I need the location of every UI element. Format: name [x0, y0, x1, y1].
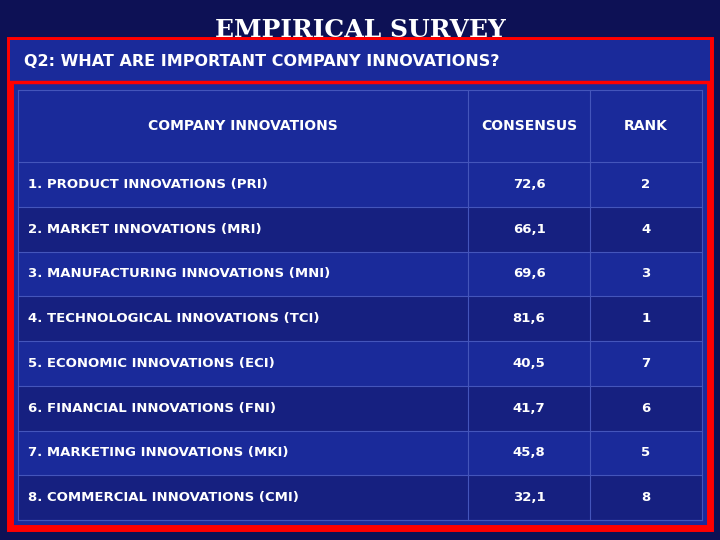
- Bar: [18, 207, 702, 252]
- Text: 7: 7: [642, 357, 651, 370]
- Text: 5. ECONOMIC INNOVATIONS (ECI): 5. ECONOMIC INNOVATIONS (ECI): [28, 357, 275, 370]
- Bar: [10, 40, 710, 82]
- Text: 4: 4: [642, 222, 651, 235]
- Text: 1. PRODUCT INNOVATIONS (PRI): 1. PRODUCT INNOVATIONS (PRI): [28, 178, 268, 191]
- Bar: [18, 386, 702, 430]
- Text: EMPIRICAL SURVEY: EMPIRICAL SURVEY: [215, 18, 505, 42]
- Text: 1: 1: [642, 312, 651, 325]
- Text: 5: 5: [642, 447, 651, 460]
- Text: Q2: WHAT ARE IMPORTANT COMPANY INNOVATIONS?: Q2: WHAT ARE IMPORTANT COMPANY INNOVATIO…: [24, 53, 500, 69]
- Text: 8: 8: [642, 491, 651, 504]
- Text: RANK: RANK: [624, 119, 668, 133]
- Text: 2: 2: [642, 178, 651, 191]
- Text: 7. MARKETING INNOVATIONS (MKI): 7. MARKETING INNOVATIONS (MKI): [28, 447, 289, 460]
- Text: 45,8: 45,8: [513, 447, 545, 460]
- Text: 32,1: 32,1: [513, 491, 545, 504]
- Bar: [18, 430, 702, 475]
- Bar: [18, 296, 702, 341]
- Text: 8. COMMERCIAL INNOVATIONS (CMI): 8. COMMERCIAL INNOVATIONS (CMI): [28, 491, 299, 504]
- Bar: [18, 252, 702, 296]
- Text: 2. MARKET INNOVATIONS (MRI): 2. MARKET INNOVATIONS (MRI): [28, 222, 261, 235]
- Text: 3. MANUFACTURING INNOVATIONS (MNI): 3. MANUFACTURING INNOVATIONS (MNI): [28, 267, 330, 280]
- Text: 6. FINANCIAL INNOVATIONS (FNI): 6. FINANCIAL INNOVATIONS (FNI): [28, 402, 276, 415]
- Bar: [18, 475, 702, 520]
- Text: 41,7: 41,7: [513, 402, 545, 415]
- Bar: [18, 90, 702, 162]
- Text: 66,1: 66,1: [513, 222, 545, 235]
- Text: 69,6: 69,6: [513, 267, 545, 280]
- Text: CONSENSUS: CONSENSUS: [481, 119, 577, 133]
- Text: COMPANY INNOVATIONS: COMPANY INNOVATIONS: [148, 119, 338, 133]
- Text: 4. TECHNOLOGICAL INNOVATIONS (TCI): 4. TECHNOLOGICAL INNOVATIONS (TCI): [28, 312, 320, 325]
- Bar: [18, 162, 702, 207]
- Text: 72,6: 72,6: [513, 178, 545, 191]
- Text: 3: 3: [642, 267, 651, 280]
- Text: 40,5: 40,5: [513, 357, 545, 370]
- Text: 81,6: 81,6: [513, 312, 545, 325]
- Text: 6: 6: [642, 402, 651, 415]
- Bar: [18, 341, 702, 386]
